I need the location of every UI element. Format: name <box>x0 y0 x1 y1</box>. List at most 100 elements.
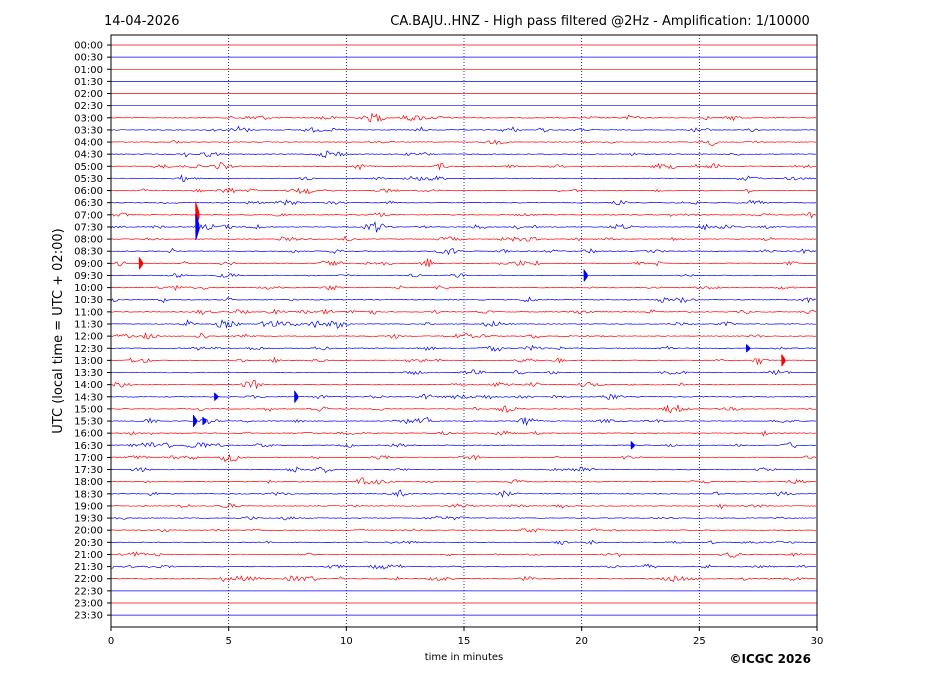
y-tick-label: 07:30 <box>74 222 103 233</box>
y-tick-label: 15:30 <box>74 417 103 428</box>
trace-row-2200 <box>110 575 817 583</box>
date-label: 14-04-2026 <box>104 14 180 29</box>
y-tick-label: 11:30 <box>74 319 103 330</box>
y-tick-label: 00:00 <box>74 41 103 52</box>
y-tick-label: 09:00 <box>74 259 103 270</box>
y-tick-label: 22:30 <box>74 586 103 597</box>
y-tick-label: 20:00 <box>74 526 103 537</box>
trace-row-0500 <box>110 161 817 171</box>
y-tick-label: 13:00 <box>74 356 103 367</box>
y-tick-label: 16:30 <box>74 441 103 452</box>
trace-row-0400 <box>110 139 817 147</box>
trace-row-1230 <box>110 344 817 352</box>
trace-row-1600 <box>110 430 817 437</box>
y-tick-label: 13:30 <box>74 368 103 379</box>
y-tick-label: 00:30 <box>74 53 103 64</box>
y-tick-label: 05:00 <box>74 162 103 173</box>
trace-row-0900 <box>110 258 817 268</box>
trace-row-0600 <box>110 187 817 195</box>
y-axis-label: UTC (local time = UTC + 02:00) <box>51 228 66 433</box>
y-tick-label: 21:00 <box>74 550 103 561</box>
event-mark <box>781 354 786 367</box>
y-tick-label: 08:30 <box>74 247 103 258</box>
x-axis-label: time in minutes <box>425 652 504 663</box>
trace-row-0300 <box>110 112 817 123</box>
trace-row-0730 <box>110 220 817 233</box>
event-mark <box>630 441 635 450</box>
y-tick-label: 12:30 <box>74 344 103 355</box>
x-tick-label: 30 <box>811 636 824 647</box>
y-tick-label: 19:00 <box>74 501 103 512</box>
event-mark <box>195 213 200 241</box>
x-tick-label: 25 <box>693 636 706 647</box>
y-tick-label: 02:30 <box>74 101 103 112</box>
y-tick-label: 09:30 <box>74 271 103 282</box>
trace-row-1030 <box>110 296 817 304</box>
seismic-events <box>138 201 786 450</box>
y-tick-label: 04:00 <box>74 138 103 149</box>
y-tick-label: 23:00 <box>74 598 103 609</box>
trace-row-1700 <box>110 453 817 463</box>
trace-row-1130 <box>110 319 816 330</box>
trace-row-0430 <box>110 150 817 159</box>
y-tick-label: 17:00 <box>74 453 103 464</box>
trace-row-0830 <box>110 247 817 256</box>
y-tick-label: 16:00 <box>74 429 103 440</box>
y-tick-label: 06:00 <box>74 186 103 197</box>
trace-row-1400 <box>110 379 817 389</box>
trace-row-1200 <box>110 331 817 340</box>
trace-row-1530 <box>110 417 816 427</box>
trace-row-1930 <box>111 515 817 521</box>
trace-row-1730 <box>110 466 817 474</box>
y-tick-label: 18:30 <box>74 489 103 500</box>
trace-row-1430 <box>110 393 817 400</box>
copyright-label: ©ICGC 2026 <box>729 652 811 666</box>
x-tick-label: 0 <box>108 636 114 647</box>
trace-row-1830 <box>110 489 817 499</box>
event-mark <box>138 257 144 270</box>
x-axis-ticks: 0 5 10 15 20 25 30 <box>108 627 824 647</box>
trace-row-1100 <box>110 308 817 316</box>
trace-row-2130 <box>110 563 817 570</box>
event-mark <box>745 344 751 353</box>
y-tick-label: 05:30 <box>74 174 103 185</box>
y-tick-label: 17:30 <box>74 465 103 476</box>
y-tick-label: 04:30 <box>74 150 103 161</box>
y-tick-label: 06:30 <box>74 198 103 209</box>
trace-row-0530 <box>110 174 817 182</box>
trace-row-1300 <box>110 356 816 366</box>
y-tick-label: 22:00 <box>74 574 103 585</box>
y-tick-label: 20:30 <box>74 538 103 549</box>
trace-row-1330 <box>110 369 817 376</box>
trace-row-2030 <box>110 539 817 546</box>
trace-row-2100 <box>110 551 817 558</box>
trace-row-0800 <box>110 235 817 242</box>
x-tick-label: 15 <box>458 636 471 647</box>
y-tick-label: 14:30 <box>74 392 103 403</box>
y-tick-label: 10:00 <box>74 283 103 294</box>
event-mark <box>202 416 207 426</box>
plot-frame <box>110 34 818 628</box>
vertical-grid <box>228 35 700 627</box>
y-tick-label: 03:00 <box>74 113 103 124</box>
trace-row-0330 <box>110 125 817 133</box>
y-axis-ticks: 00:0000:3001:0001:3002:0002:3003:0003:30… <box>74 41 111 622</box>
seismogram-traces <box>110 44 817 616</box>
event-mark <box>214 392 219 401</box>
y-tick-label: 23:30 <box>74 611 103 622</box>
trace-row-1000 <box>110 284 817 291</box>
trace-row-1630 <box>110 442 817 449</box>
trace-row-2000 <box>110 528 817 533</box>
x-tick-label: 5 <box>225 636 231 647</box>
y-tick-label: 01:00 <box>74 65 103 76</box>
trace-row-0700 <box>110 212 817 219</box>
x-tick-label: 20 <box>575 636 588 647</box>
trace-row-1900 <box>110 503 817 510</box>
y-tick-label: 03:30 <box>74 125 103 136</box>
y-tick-label: 02:00 <box>74 89 103 100</box>
y-tick-label: 18:00 <box>74 477 103 488</box>
event-mark <box>583 269 588 282</box>
y-tick-label: 08:00 <box>74 235 103 246</box>
trace-row-1800 <box>110 477 817 485</box>
